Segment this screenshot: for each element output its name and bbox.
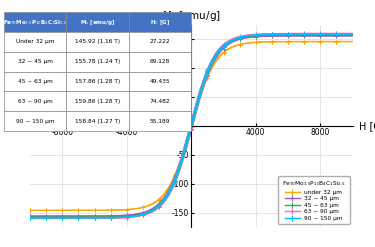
Title: M$_s$ [emu/g]: M$_s$ [emu/g] — [162, 9, 220, 23]
Text: H [G]: H [G] — [359, 121, 375, 131]
Legend: under 32 μm, 32 ~ 45 μm, 45 ~ 63 μm, 63 ~ 90 μm, 90 ~ 150 μm: under 32 μm, 32 ~ 45 μm, 45 ~ 63 μm, 63 … — [278, 176, 350, 224]
